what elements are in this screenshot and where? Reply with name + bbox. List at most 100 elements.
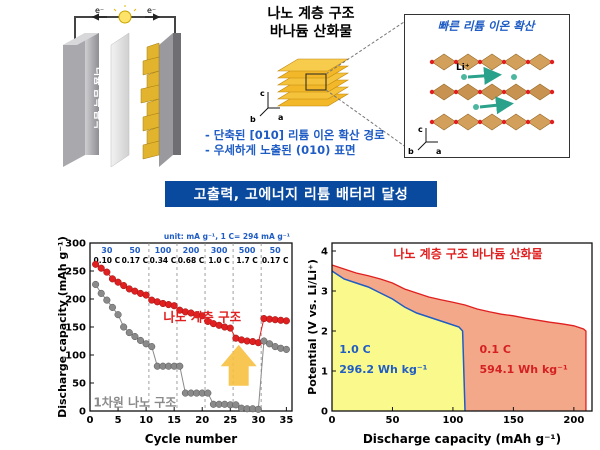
y-tick-label: 4	[321, 247, 328, 258]
rate-current-label: 50	[129, 246, 141, 255]
axis-triad-top	[259, 92, 280, 117]
data-point-1d-nano	[97, 289, 105, 297]
data-point-1d-nano	[114, 311, 122, 319]
vo-polyhedra-layer-top	[431, 53, 553, 71]
label-1p0c: 1.0 C	[339, 343, 370, 356]
y-tick-label: 250	[65, 267, 86, 278]
zoom-box	[305, 73, 327, 91]
x-axis-title: Discharge capacity (mAh g⁻¹)	[363, 432, 561, 446]
x-tick-label: 30	[251, 415, 265, 426]
data-point-nano-hierarchical	[170, 302, 178, 310]
electron-label-left: e⁻	[95, 6, 104, 15]
y-tick-label: 200	[65, 295, 86, 306]
data-point-nano-hierarchical	[92, 260, 100, 268]
data-point-nano-hierarchical	[97, 264, 105, 272]
series-label-1d-nano: 1차원 나노 구조	[93, 395, 176, 410]
data-point-1d-nano	[232, 401, 240, 409]
achievement-banner: 고출력, 고에너지 리튬 배터리 달성	[165, 181, 437, 207]
curve-1p0c	[331, 270, 466, 412]
x-tick-label: 200	[563, 415, 584, 426]
y-tick-label: 100	[65, 351, 86, 362]
chart-title: 나노 계층 구조 바나듐 산화물	[393, 246, 542, 261]
battery-schematic: e⁻ e⁻ 리튬 금속 음극	[63, 5, 181, 168]
discharge-curve-chart: 0 50 100 150 200 0 1 2 3 4 Discharge capacity (mAh…	[306, 242, 593, 446]
data-point-nano-hierarchical	[120, 282, 128, 290]
axis-c-label: c	[260, 89, 265, 98]
data-point-nano-hierarchical	[114, 278, 122, 286]
rate-current-label: 100	[155, 246, 172, 255]
data-point-1d-nano	[204, 389, 212, 397]
data-point-nano-hierarchical	[103, 268, 111, 276]
x-tick-label: 0	[329, 415, 336, 426]
rate-current-label: 500	[239, 246, 256, 255]
x-tick-label: 5	[115, 415, 122, 426]
material-title: 나노 계층 구조 바나듐 산화물	[246, 5, 376, 41]
material-title-line2: 바나듐 산화물	[269, 24, 353, 40]
x-tick-label: 25	[223, 415, 237, 426]
x-tick-label: 10	[139, 415, 153, 426]
li-metal-anode	[63, 33, 85, 167]
rate-current-label: 50	[270, 246, 282, 255]
rate-c-label: 1.7 C	[236, 256, 258, 265]
axis-b-label: b	[250, 115, 256, 124]
data-point-1d-nano	[148, 343, 156, 351]
li-diffusion-arrow-1	[467, 66, 502, 85]
rate-c-label: 0.34 C	[150, 256, 177, 265]
separator	[110, 32, 130, 168]
rate-current-label: 200	[183, 246, 200, 255]
bulb-rays	[113, 5, 137, 12]
x-tick-label: 20	[195, 415, 209, 426]
data-point-1d-nano	[142, 340, 150, 348]
area-1p0c	[332, 271, 466, 411]
y-tick-label: 150	[65, 323, 86, 334]
energy-0p1c: 594.1 Wh kg⁻¹	[480, 363, 568, 376]
data-point-nano-hierarchical	[108, 275, 116, 283]
y-tick-label: 1	[321, 367, 328, 378]
crystal-structure-illustration: Li⁺ c a b	[408, 53, 555, 156]
rate-c-label: 0.17 C	[262, 256, 289, 265]
material-title-line1: 나노 계층 구조	[267, 6, 355, 22]
rate-current-label: 30	[101, 246, 113, 255]
rate-c-label: 1.0 C	[208, 256, 230, 265]
data-point-1d-nano	[125, 329, 133, 337]
bullet-exposed-surface: - 우세하게 노출된 (010) 표면	[205, 143, 356, 157]
data-point-nano-hierarchical	[226, 324, 234, 332]
axis-a-label: a	[278, 113, 283, 122]
y-tick-label: 50	[72, 379, 86, 390]
inset-title: 빠른 리튬 이온 확산	[437, 19, 535, 33]
energy-1p0c: 296.2 Wh kg⁻¹	[339, 363, 427, 376]
bullet-diffusion-path: - 단축된 [010] 리튬 이온 확산 경로	[205, 128, 385, 142]
zoom-connector	[325, 17, 411, 151]
y-tick-label: 2	[321, 327, 328, 338]
data-point-nano-hierarchical	[198, 312, 206, 320]
unit-note: unit: mA g⁻¹, 1 C= 294 mA g⁻¹	[164, 232, 290, 241]
electron-label-right: e⁻	[147, 6, 156, 15]
data-point-1d-nano	[136, 336, 145, 344]
li-ions	[461, 74, 517, 110]
improvement-arrow	[220, 344, 257, 386]
x-tick-label: 150	[503, 415, 524, 426]
data-point-1d-nano	[92, 280, 100, 288]
li-diffusion-arrow-2	[479, 96, 514, 115]
rate-current-label: 300	[211, 246, 228, 255]
plot-frame	[331, 242, 593, 412]
layered-structure-illustration: c a b	[250, 58, 350, 124]
inset-axis-a: a	[436, 147, 441, 156]
rate-capability-chart: 0 5 10 15 20 25 30 35 0 50 100 150 200 250 300 Cycle nu…	[56, 232, 293, 446]
rate-c-label: 0.68 C	[178, 256, 205, 265]
lightbulb-icon	[118, 10, 132, 24]
data-point-1d-nano	[254, 405, 262, 413]
data-point-1d-nano	[176, 362, 184, 370]
y-tick-label: 300	[65, 239, 86, 250]
x-tick-label: 0	[87, 415, 94, 426]
data-point-1d-nano	[131, 332, 139, 341]
x-tick-label: 15	[167, 415, 181, 426]
data-point-1d-nano	[282, 345, 290, 353]
li-ion-label: Li⁺	[456, 63, 470, 73]
stacked-nanosheets	[276, 58, 350, 107]
y-tick-label: 0	[321, 407, 328, 418]
data-point-1d-nano	[103, 296, 111, 304]
y-tick-label: 0	[79, 407, 86, 418]
oxygen-atoms	[429, 59, 555, 125]
y-tick-label: 3	[321, 287, 328, 298]
